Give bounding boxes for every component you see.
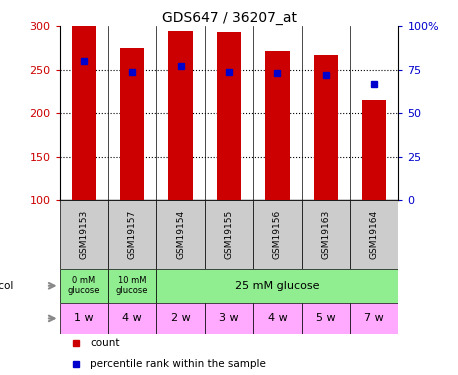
Bar [108,303,156,334]
Bar [302,303,350,334]
Text: GSM19154: GSM19154 [176,210,185,259]
Bar [350,200,398,268]
Bar [71,0,96,200]
Text: 25 mM glucose: 25 mM glucose [235,281,320,291]
Text: GDS647 / 36207_at: GDS647 / 36207_at [162,11,296,25]
Text: 1 w: 1 w [74,314,93,323]
Bar [350,303,398,334]
Text: 0 mM
glucose: 0 mM glucose [67,276,100,296]
Bar [108,200,156,268]
Bar [217,32,241,200]
Bar [253,303,302,334]
Bar [205,303,253,334]
Text: GSM19163: GSM19163 [322,210,330,259]
Text: 3 w: 3 w [219,314,239,323]
Text: GSM19156: GSM19156 [273,210,282,259]
Bar [362,100,387,200]
Text: GSM19155: GSM19155 [224,210,234,259]
Text: 5 w: 5 w [316,314,336,323]
Bar [265,51,289,200]
Bar [253,200,302,268]
Bar [314,55,338,200]
Text: GSM19164: GSM19164 [370,210,379,259]
Bar [169,32,193,200]
Text: 2 w: 2 w [171,314,191,323]
Bar [156,303,205,334]
Bar [205,200,253,268]
Text: 10 mM
glucose: 10 mM glucose [116,276,148,296]
Bar [120,48,144,200]
Bar [156,200,205,268]
Bar [156,268,398,303]
Bar [60,200,108,268]
Bar [302,200,350,268]
Bar [108,268,156,303]
Text: GSM19153: GSM19153 [79,210,88,259]
Text: percentile rank within the sample: percentile rank within the sample [90,359,266,369]
Bar [60,268,108,303]
Text: GSM19157: GSM19157 [128,210,136,259]
Text: count: count [90,338,120,348]
Bar [60,303,108,334]
Text: growth protocol: growth protocol [0,281,13,291]
Text: 4 w: 4 w [267,314,287,323]
Text: 4 w: 4 w [122,314,142,323]
Text: 7 w: 7 w [365,314,384,323]
